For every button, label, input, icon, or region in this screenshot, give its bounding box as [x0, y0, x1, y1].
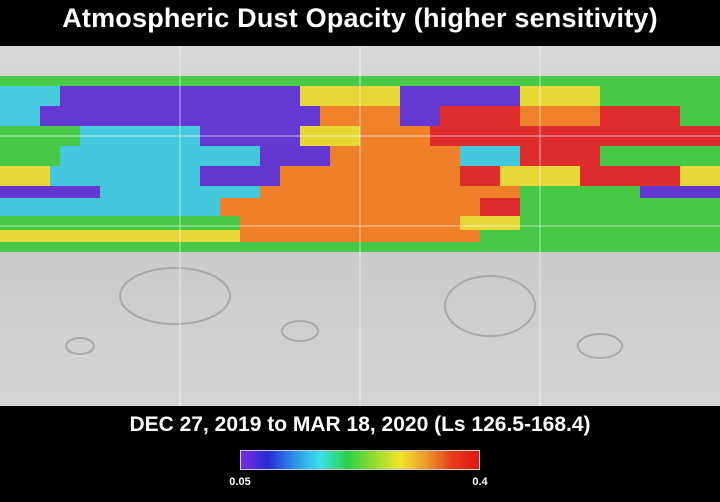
dust-cell [220, 198, 300, 216]
dust-cell [520, 186, 640, 198]
dust-cell [460, 146, 520, 166]
dust-cell [180, 146, 260, 166]
dust-cell [330, 146, 460, 166]
dust-cell [0, 106, 40, 126]
dust-cell [520, 106, 600, 126]
dust-cell [240, 216, 460, 230]
dust-cell [600, 106, 680, 126]
dust-cell [0, 186, 100, 198]
dust-cell [0, 216, 240, 230]
scale-max-label: 0.4 [472, 476, 488, 488]
map-grid [0, 46, 720, 406]
color-scale: 0.05 0.4 [0, 444, 720, 502]
dust-cell [300, 86, 400, 106]
dust-cell [0, 166, 50, 186]
color-scale-bar [240, 450, 480, 470]
dust-cell [600, 146, 680, 166]
dust-cell [0, 146, 60, 166]
dust-cell [520, 146, 600, 166]
dust-cell [520, 216, 720, 230]
dust-cell [440, 106, 520, 126]
dust-cell [600, 86, 720, 106]
dust-cell [460, 166, 500, 186]
dust-cell [0, 198, 220, 216]
dust-cell [680, 166, 720, 186]
dust-cell [200, 166, 280, 186]
dust-cell [280, 166, 460, 186]
dust-cell [480, 198, 520, 216]
dust-cell [520, 198, 720, 216]
dust-cell [580, 166, 680, 186]
dust-cell [0, 230, 240, 242]
dust-cell [640, 186, 720, 198]
dust-cell [260, 186, 520, 198]
dust-cell [520, 86, 600, 106]
date-range: DEC 27, 2019 to MAR 18, 2020 (Ls 126.5-1… [129, 413, 591, 436]
dust-cell [400, 106, 440, 126]
mars-dust-map [0, 46, 720, 406]
dust-cell [300, 198, 480, 216]
scale-min-label: 0.05 [229, 476, 251, 488]
dust-cell [680, 146, 720, 166]
dust-cell [60, 146, 180, 166]
dust-cell [460, 216, 520, 230]
basemap-craters [65, 267, 623, 359]
dust-cell [50, 166, 200, 186]
dust-opacity-overlay [0, 46, 720, 406]
map-title: Atmospheric Dust Opacity (higher sensiti… [62, 3, 658, 33]
dust-cell [400, 86, 520, 106]
dust-cell [260, 146, 330, 166]
dust-cell [480, 230, 720, 242]
dust-cell [0, 86, 60, 106]
dust-cell [680, 106, 720, 126]
